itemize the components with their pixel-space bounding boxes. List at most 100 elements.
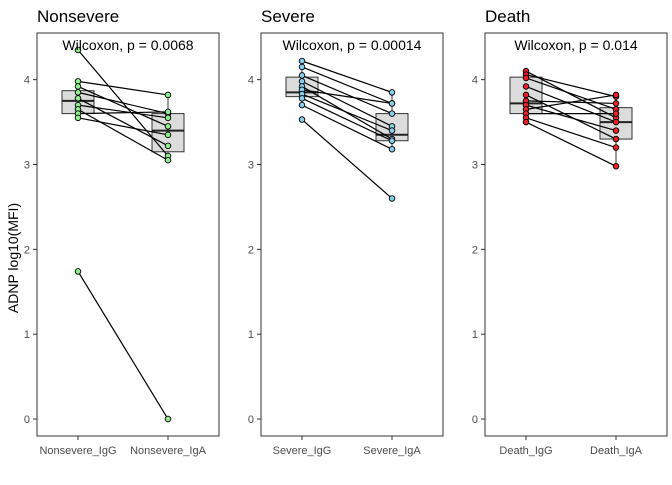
- pair-line: [77, 271, 169, 420]
- y-tick-label: 4: [472, 75, 478, 87]
- pair-line: [525, 73, 617, 98]
- data-point: [612, 127, 620, 134]
- data-point: [388, 110, 396, 117]
- wilcoxon-annotation: Wilcoxon, p = 0.014: [514, 37, 638, 53]
- pair-line: [301, 80, 393, 127]
- x-tick-label: Death_IgA: [590, 445, 643, 457]
- panel-title: Nonsevere: [37, 7, 119, 26]
- data-point: [298, 63, 306, 71]
- y-tick-label: 2: [24, 244, 30, 256]
- y-tick-label: 1: [24, 329, 30, 341]
- data-point: [388, 127, 396, 134]
- data-point: [388, 145, 396, 153]
- panel-title: Severe: [261, 7, 315, 26]
- pair-line: [525, 85, 617, 123]
- pair-line: [77, 108, 169, 161]
- pair-line: [525, 104, 617, 132]
- data-point: [164, 108, 172, 116]
- data-point: [388, 195, 396, 202]
- pair-line: [525, 94, 617, 110]
- pair-line: [301, 93, 393, 132]
- panel-severe: Severe 0 1 2 3 4 Severe_IgG Severe_IgA Wilcoxon,…: [248, 7, 444, 457]
- panel-title: Death: [485, 7, 530, 26]
- y-tick-label: 4: [24, 75, 30, 87]
- y-axis-label: ADNP log10(MFI): [5, 203, 21, 313]
- data-point: [612, 91, 620, 99]
- data-point: [164, 114, 172, 122]
- data-point: [612, 144, 620, 151]
- pair-line: [525, 94, 617, 140]
- data-point: [612, 135, 620, 143]
- data-point: [388, 137, 396, 144]
- y-tick-label: 2: [472, 244, 478, 256]
- data-point: [74, 89, 82, 96]
- pair-line: [525, 121, 617, 167]
- y-tick-label: 3: [472, 160, 478, 172]
- data-point: [612, 162, 620, 170]
- pair-line: [301, 119, 393, 199]
- y-tick-label: 1: [472, 329, 478, 341]
- data-point: [164, 123, 172, 130]
- pair-line: [77, 97, 169, 147]
- x-tick-label: Death_IgG: [499, 445, 552, 457]
- y-tick-label: 2: [248, 244, 254, 256]
- pair-line: [77, 85, 169, 127]
- data-point: [164, 131, 172, 139]
- x-tick-label: Nonsevere_IgG: [39, 445, 116, 457]
- pair-line: [77, 80, 169, 96]
- y-tick-label: 0: [248, 414, 254, 426]
- data-point: [522, 118, 530, 126]
- data-point: [164, 91, 172, 99]
- data-point: [612, 110, 620, 117]
- data-point: [522, 74, 530, 82]
- pair-line: [77, 111, 169, 115]
- panel-nonsevere: Nonsevere 0 1 2 3 4 Nonsevere_IgG Nonsevere_IgA…: [24, 7, 220, 457]
- pair-line: [525, 77, 617, 110]
- data-point: [298, 95, 306, 102]
- data-point: [612, 100, 620, 107]
- pair-line: [301, 97, 393, 142]
- y-tick-label: 1: [248, 329, 254, 341]
- pair-line: [301, 60, 393, 93]
- data-point: [298, 101, 306, 109]
- data-point: [74, 83, 82, 90]
- data-point: [74, 268, 82, 275]
- x-tick-label: Severe_IgA: [363, 445, 421, 457]
- data-point: [612, 118, 620, 126]
- y-tick-label: 3: [248, 160, 254, 172]
- pair-line: [301, 74, 393, 115]
- data-point: [298, 72, 306, 79]
- y-tick-label: 3: [24, 160, 30, 172]
- pair-line: [525, 70, 617, 119]
- pair-line: [77, 91, 169, 115]
- data-point: [298, 116, 306, 123]
- pair-line: [525, 117, 617, 149]
- x-tick-label: Severe_IgG: [273, 445, 332, 457]
- pair-line: [301, 66, 393, 104]
- data-point: [388, 100, 396, 107]
- pair-line: [77, 117, 169, 136]
- panel-death: Death 0 1 2 3 4 Death_IgG Death_IgA Wilcoxon, p …: [472, 7, 668, 457]
- panel-border: [484, 32, 668, 437]
- pair-line: [301, 104, 393, 150]
- data-point: [74, 114, 82, 122]
- data-point: [522, 91, 530, 99]
- panel-border: [36, 32, 220, 437]
- pair-line: [301, 89, 393, 105]
- data-point: [388, 89, 396, 96]
- data-point: [164, 157, 172, 164]
- data-point: [298, 57, 306, 65]
- data-point: [522, 83, 530, 90]
- wilcoxon-annotation: Wilcoxon, p = 0.0068: [62, 37, 193, 53]
- x-tick-label: Nonsevere_IgA: [130, 445, 206, 457]
- y-tick-label: 4: [248, 75, 254, 87]
- data-point: [74, 95, 82, 102]
- data-point: [164, 142, 172, 150]
- panel-border: [260, 32, 444, 437]
- data-point: [74, 46, 82, 54]
- y-tick-label: 0: [24, 414, 30, 426]
- data-point: [164, 415, 172, 423]
- panels: Nonsevere 0 1 2 3 4 Nonsevere_IgG Nonsevere_IgA…: [24, 7, 668, 457]
